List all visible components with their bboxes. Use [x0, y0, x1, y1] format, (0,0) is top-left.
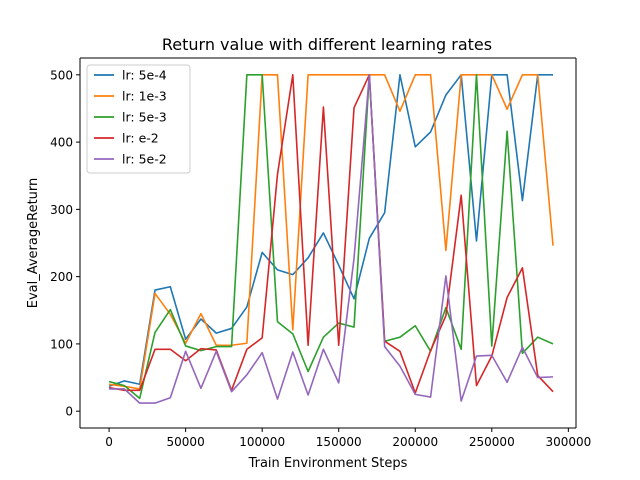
legend-entry: lr: 5e-2	[122, 152, 167, 167]
chart-title: Return value with different learning rat…	[162, 35, 492, 54]
series-line-1	[108, 74, 554, 388]
axes-frame	[79, 57, 577, 429]
y-tick-label: 500	[50, 68, 73, 82]
y-axis-label: Eval_AverageReturn	[26, 178, 41, 309]
y-axis-ticks: 0 100 200 300 400 500	[50, 68, 80, 419]
x-tick-label: 300000	[545, 435, 591, 449]
y-tick-label: 200	[50, 270, 73, 284]
series-line-5	[109, 74, 554, 404]
x-tick-label: 150000	[316, 435, 362, 449]
y-tick-label: 400	[50, 136, 73, 150]
x-tick-label: 100000	[239, 435, 285, 449]
legend-box	[86, 64, 191, 174]
series-line-3	[108, 74, 554, 400]
legend: lr: 5e-4 lr: 1e-3 lr: 5e-3 lr: e-2 lr: 5e-2	[86, 64, 191, 174]
x-tick-label: 50000	[167, 435, 205, 449]
series-layer	[108, 74, 554, 404]
x-axis-label: Train Environment Steps	[248, 456, 408, 471]
x-tick-label: 0	[105, 435, 113, 449]
legend-entry: lr: 5e-3	[122, 110, 167, 125]
x-axis-ticks: 0 50000 100000 150000 200000 250000 300000	[105, 428, 591, 449]
y-tick-label: 100	[50, 337, 73, 351]
legend-entry: lr: 5e-4	[122, 68, 167, 83]
y-tick-label: 0	[65, 405, 73, 419]
x-tick-label: 250000	[469, 435, 515, 449]
legend-entry: lr: 1e-3	[122, 89, 167, 104]
y-tick-label: 300	[50, 203, 73, 217]
legend-entry: lr: e-2	[122, 131, 159, 146]
x-tick-label: 200000	[392, 435, 438, 449]
